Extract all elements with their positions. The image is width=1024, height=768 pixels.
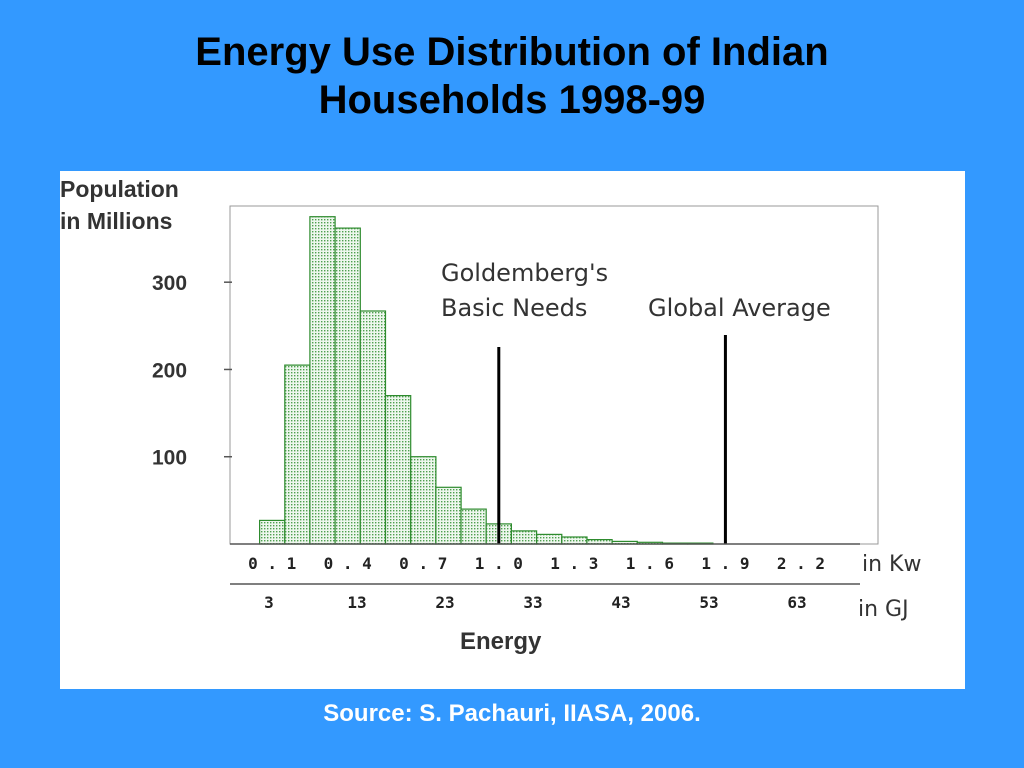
histogram-bar [410, 456, 437, 545]
y-tick-label: 100 [152, 447, 187, 470]
kw-tick-label: 1 . 9 [701, 554, 749, 573]
histogram-bar [259, 519, 286, 545]
energy-histogram-chart: Population in Millions 100 200 300 Goldemb… [60, 176, 921, 655]
kw-tick-label: 2 . 2 [777, 554, 825, 573]
x-axis-label: Energy [460, 628, 542, 655]
kw-tick-label: 1 . 6 [626, 554, 674, 573]
y-axis-label-line-2: in Millions [60, 208, 172, 234]
histogram-bar [284, 364, 311, 545]
histogram-bar [435, 486, 462, 545]
y-tick-label: 300 [152, 272, 187, 295]
gj-tick-label: 33 [523, 593, 542, 612]
histogram-bar [460, 508, 487, 545]
gj-tick-label: 23 [435, 593, 454, 612]
gj-tick-label: 3 [264, 593, 274, 612]
source-citation: Source: S. Pachauri, IIASA, 2006. [323, 700, 701, 727]
gj-unit-label: in GJ [858, 597, 909, 622]
gj-tick-label: 13 [347, 593, 366, 612]
kw-unit-label: in Kw [862, 552, 921, 577]
reference-line-label: Goldemberg's [441, 259, 608, 287]
histogram-bar [510, 530, 538, 545]
histogram-bar [561, 536, 588, 545]
chart-panel: Population in Millions 100 200 300 Goldemb… [60, 171, 965, 689]
histogram-bar [309, 216, 336, 545]
reference-line-label: Global Average [648, 294, 831, 322]
histogram-bar [384, 395, 412, 545]
reference-line-label: Basic Needs [441, 294, 587, 322]
gj-tick-label: 43 [611, 593, 630, 612]
histogram-bar [334, 227, 361, 545]
gj-tick-label: 53 [699, 593, 718, 612]
y-axis-label-line-1: Population [60, 176, 179, 202]
slide-title: Energy Use Distribution of Indian Househ… [0, 28, 1024, 124]
y-tick-label: 200 [152, 359, 187, 382]
kw-tick-label: 0 . 4 [324, 554, 372, 573]
kw-tick-label: 1 . 3 [550, 554, 598, 573]
title-line-1: Energy Use Distribution of Indian [195, 30, 829, 74]
kw-tick-label: 1 . 0 [475, 554, 523, 573]
kw-tick-label: 0 . 1 [248, 554, 296, 573]
title-line-2: Households 1998-99 [318, 78, 706, 122]
histogram-bar [536, 533, 563, 545]
kw-tick-label: 0 . 7 [399, 554, 447, 573]
histogram-bar [359, 310, 387, 545]
gj-tick-label: 63 [787, 593, 806, 612]
